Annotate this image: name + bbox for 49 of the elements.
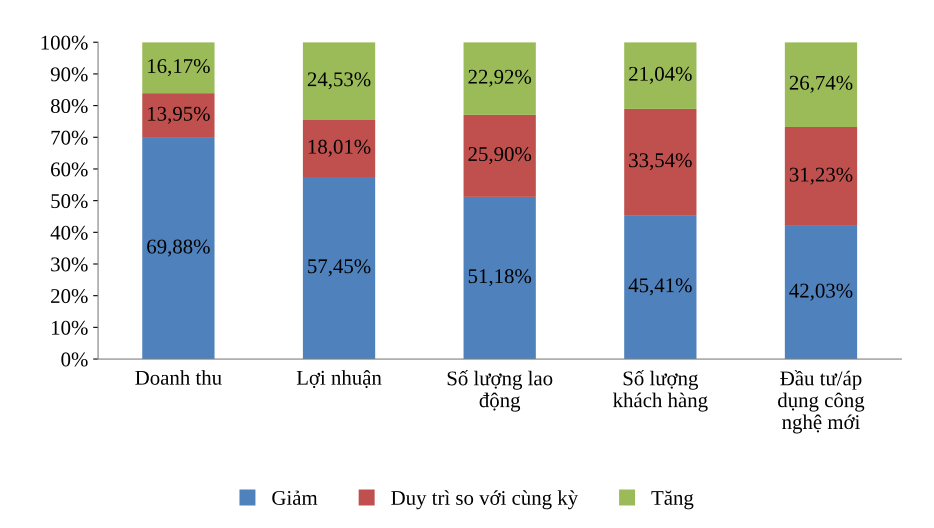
y-tick-label: 60%: [51, 162, 88, 176]
data-label: 13,95%: [148, 106, 210, 124]
x-tick-label: Số lượng lao động: [448, 370, 552, 412]
data-label: 33,54%: [629, 153, 692, 170]
bar: [464, 42, 536, 115]
data-label: 26,74%: [790, 76, 852, 93]
y-tick-label: 0%: [61, 352, 88, 367]
data-label: 21,04%: [629, 66, 692, 84]
bar: [142, 42, 215, 94]
data-label: 22,92%: [468, 70, 532, 87]
data-label: 16,17%: [148, 59, 210, 76]
bar: [784, 42, 858, 127]
data-label: 42,03%: [789, 284, 852, 301]
x-tick-label: Số lượng khách hàng: [613, 370, 708, 412]
bar: [624, 108, 696, 216]
y-tick-label: 90%: [50, 67, 88, 82]
data-label: 51,18%: [468, 269, 532, 286]
data-label: 57,45%: [308, 259, 370, 276]
legend-label: Tăng: [651, 490, 694, 510]
bar: [302, 42, 376, 120]
y-tick-label: 40%: [50, 226, 88, 240]
x-tick-label: Doanh thu: [135, 370, 222, 385]
bar: [624, 215, 696, 360]
bar: [464, 196, 536, 360]
bar: [464, 114, 536, 197]
y-tick-label: 50%: [51, 194, 88, 208]
data-label: 69,88%: [147, 240, 210, 257]
data-label: 31,23%: [790, 168, 852, 185]
bar: [302, 120, 376, 178]
y-tick-label: 70%: [52, 130, 88, 145]
data-label: 25,90%: [468, 147, 532, 164]
data-label: 24,53%: [308, 72, 370, 90]
bar: [142, 93, 215, 138]
bar: [784, 126, 858, 226]
y-tick-label: 80%: [50, 98, 88, 114]
data-label: 18,01%: [308, 140, 370, 157]
y-tick-label: 30%: [51, 257, 88, 272]
x-tick-label: Đầu tư/áp dụng công nghệ mới: [778, 370, 864, 434]
y-tick-label: 100%: [42, 36, 88, 50]
data-label: 45,41%: [628, 278, 692, 296]
legend-label: Giảm: [272, 490, 318, 505]
y-tick-label: 20%: [51, 289, 88, 304]
bar: [784, 226, 858, 360]
bar: [302, 177, 376, 360]
y-tick-label: 10%: [52, 320, 88, 335]
x-tick-label: Lợi nhuận: [296, 370, 382, 388]
legend-label: Duy trì so với cùng kỳ: [391, 490, 578, 510]
bar: [624, 42, 696, 109]
bar: [142, 138, 215, 360]
